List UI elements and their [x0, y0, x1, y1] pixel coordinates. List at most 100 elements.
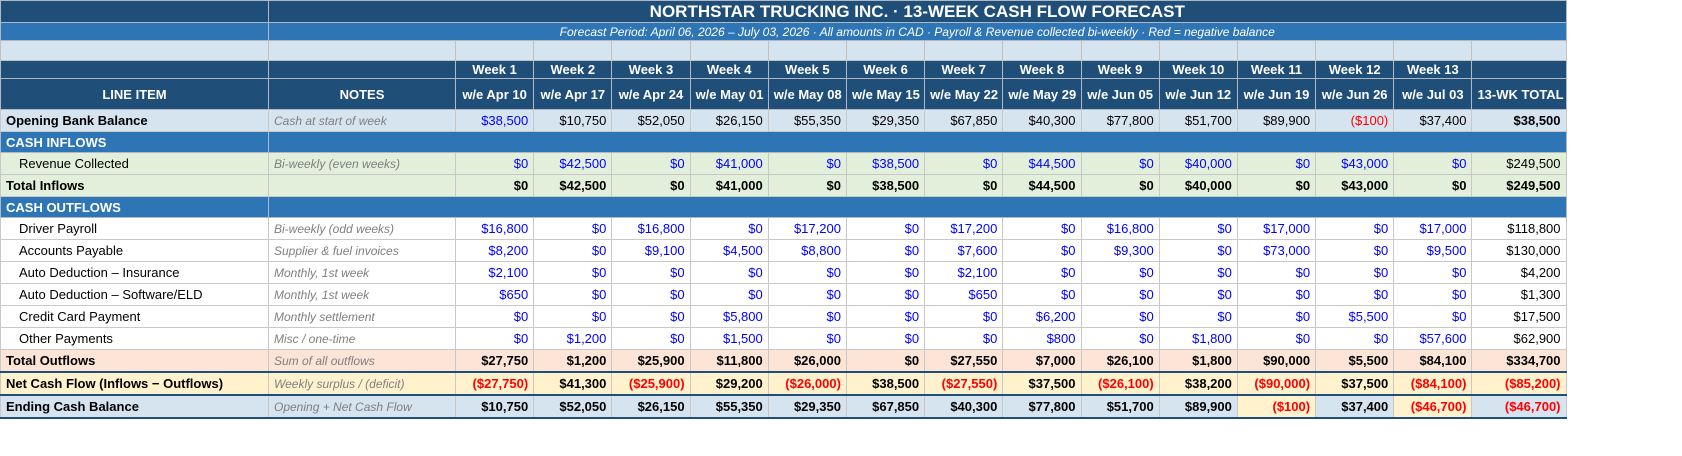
week-value-cell[interactable]: ($26,000) — [767, 371, 847, 396]
week-value-cell[interactable]: $0 — [924, 152, 1004, 175]
week-value-cell[interactable]: $0 — [1393, 152, 1473, 175]
week-value-cell[interactable]: $44,500 — [1002, 152, 1082, 175]
week-value-cell[interactable]: $0 — [1236, 261, 1317, 284]
week-value-cell[interactable]: $8,800 — [767, 239, 847, 262]
week-number-header[interactable]: Week 8 — [1002, 60, 1082, 79]
week-value-cell[interactable]: $40,300 — [924, 394, 1004, 419]
week-value-cell[interactable]: $0 — [1080, 261, 1160, 284]
week-value-cell[interactable]: $0 — [533, 261, 613, 284]
week-value-cell[interactable]: $38,500 — [454, 109, 535, 132]
week-date-header[interactable]: w/e May 01 — [689, 78, 769, 110]
week-value-cell[interactable]: $0 — [1236, 174, 1317, 197]
week-value-cell[interactable]: $0 — [845, 305, 926, 328]
week-value-cell[interactable]: $0 — [1158, 217, 1238, 240]
week-value-cell[interactable]: $0 — [611, 174, 691, 197]
week-value-cell[interactable]: $57,600 — [1393, 327, 1473, 350]
week-value-cell[interactable]: $0 — [767, 174, 847, 197]
week-value-cell[interactable]: $0 — [845, 349, 926, 373]
week-value-cell[interactable]: $0 — [1158, 261, 1238, 284]
total-value-cell[interactable]: $17,500 — [1471, 305, 1567, 328]
week-value-cell[interactable]: ($26,100) — [1080, 371, 1160, 396]
week-value-cell[interactable]: $73,000 — [1236, 239, 1317, 262]
section-label[interactable]: CASH INFLOWS — [0, 131, 269, 153]
blank-cell[interactable] — [1158, 40, 1238, 61]
blank-cell[interactable] — [454, 40, 535, 61]
total-value-cell[interactable]: $1,300 — [1471, 283, 1567, 306]
week-value-cell[interactable]: $37,400 — [1315, 394, 1395, 419]
total-value-cell[interactable]: $38,500 — [1471, 109, 1567, 132]
week-value-cell[interactable]: $0 — [845, 283, 926, 306]
week-date-header[interactable]: w/e May 08 — [767, 78, 847, 110]
week-value-cell[interactable]: $0 — [924, 305, 1004, 328]
blank-cell[interactable] — [845, 40, 926, 61]
week-value-cell[interactable]: $0 — [767, 283, 847, 306]
week-value-cell[interactable]: $26,000 — [767, 349, 847, 373]
week-value-cell[interactable]: ($27,550) — [924, 371, 1004, 396]
line-item-label[interactable]: Other Payments — [0, 327, 269, 350]
week-value-cell[interactable]: $650 — [454, 283, 535, 306]
blank-cell[interactable] — [924, 40, 1004, 61]
week-value-cell[interactable]: $0 — [845, 327, 926, 350]
week-value-cell[interactable]: $26,150 — [689, 109, 769, 132]
line-item-label[interactable]: Driver Payroll — [0, 217, 269, 240]
blank-cell[interactable] — [767, 40, 847, 61]
week-value-cell[interactable]: $29,350 — [845, 109, 926, 132]
week-number-header[interactable]: Week 5 — [767, 60, 847, 79]
week-value-cell[interactable]: $0 — [1158, 283, 1238, 306]
week-value-cell[interactable]: $9,300 — [1080, 239, 1160, 262]
week-value-cell[interactable]: $0 — [1315, 327, 1395, 350]
week-number-header[interactable]: Week 10 — [1158, 60, 1238, 79]
week-value-cell[interactable]: $0 — [1002, 239, 1082, 262]
week-value-cell[interactable]: $10,750 — [533, 109, 613, 132]
week-value-cell[interactable]: $29,350 — [767, 394, 847, 419]
week-value-cell[interactable]: $0 — [845, 261, 926, 284]
blank-cell[interactable] — [1315, 40, 1395, 61]
line-item-label[interactable]: Total Inflows — [0, 174, 269, 197]
week-value-cell[interactable]: $0 — [924, 327, 1004, 350]
line-item-note[interactable]: Sum of all outflows — [268, 349, 456, 373]
week-value-cell[interactable]: $37,500 — [1002, 371, 1082, 396]
week-value-cell[interactable]: $5,800 — [689, 305, 769, 328]
week-date-header[interactable]: w/e Jun 05 — [1080, 78, 1160, 110]
week-value-cell[interactable]: $0 — [454, 152, 535, 175]
line-item-label[interactable]: Net Cash Flow (Inflows − Outflows) — [0, 371, 269, 396]
report-title[interactable]: NORTHSTAR TRUCKING INC. · 13-WEEK CASH F… — [268, 0, 1567, 23]
notes-header-spacer[interactable] — [268, 60, 456, 79]
total-header[interactable]: 13-WK TOTAL — [1471, 78, 1567, 110]
week-value-cell[interactable]: ($25,900) — [611, 371, 691, 396]
week-value-cell[interactable]: $0 — [1158, 239, 1238, 262]
week-value-cell[interactable]: $0 — [533, 217, 613, 240]
total-value-cell[interactable]: ($85,200) — [1471, 371, 1567, 396]
week-value-cell[interactable]: $0 — [611, 152, 691, 175]
week-number-header[interactable]: Week 12 — [1315, 60, 1395, 79]
week-value-cell[interactable]: $6,200 — [1002, 305, 1082, 328]
week-number-header[interactable]: Week 3 — [611, 60, 691, 79]
report-subtitle[interactable]: Forecast Period: April 06, 2026 – July 0… — [268, 22, 1567, 41]
week-value-cell[interactable]: ($84,100) — [1393, 371, 1473, 396]
week-value-cell[interactable]: $51,700 — [1158, 109, 1238, 132]
week-value-cell[interactable]: $4,500 — [689, 239, 769, 262]
total-value-cell[interactable]: $334,700 — [1471, 349, 1567, 373]
line-item-note[interactable]: Opening + Net Cash Flow — [268, 394, 456, 419]
section-fill[interactable] — [268, 131, 1567, 153]
week-value-cell[interactable]: $0 — [611, 283, 691, 306]
week-value-cell[interactable]: $0 — [1080, 174, 1160, 197]
week-value-cell[interactable]: $0 — [1393, 283, 1473, 306]
week-number-header[interactable]: Week 2 — [533, 60, 613, 79]
week-value-cell[interactable]: $37,500 — [1315, 371, 1395, 396]
week-number-header[interactable]: Week 7 — [924, 60, 1004, 79]
week-value-cell[interactable]: $17,000 — [1393, 217, 1473, 240]
week-value-cell[interactable]: ($100) — [1236, 394, 1317, 419]
week-value-cell[interactable]: $2,100 — [454, 261, 535, 284]
week-value-cell[interactable]: $7,600 — [924, 239, 1004, 262]
week-value-cell[interactable]: $89,900 — [1158, 394, 1238, 419]
week-value-cell[interactable]: $42,500 — [533, 174, 613, 197]
week-value-cell[interactable]: ($100) — [1315, 109, 1395, 132]
week-value-cell[interactable]: $67,850 — [845, 394, 926, 419]
blank-cell[interactable] — [1002, 40, 1082, 61]
week-value-cell[interactable]: $0 — [1236, 305, 1317, 328]
week-value-cell[interactable]: $0 — [1236, 152, 1317, 175]
week-date-header[interactable]: w/e May 29 — [1002, 78, 1082, 110]
line-item-label[interactable]: Auto Deduction – Software/ELD — [0, 283, 269, 306]
week-value-cell[interactable]: $0 — [1080, 327, 1160, 350]
